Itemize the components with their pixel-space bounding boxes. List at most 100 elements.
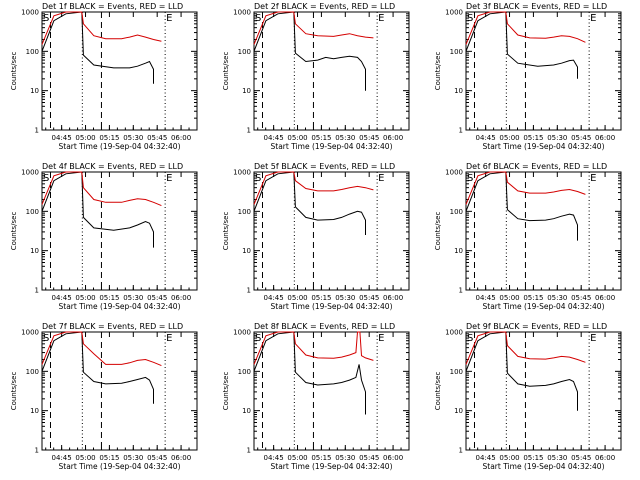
lld-series-line (253, 171, 374, 205)
y-tick-label: 10 (242, 87, 251, 95)
plot-frame (41, 331, 198, 451)
end-marker: E (378, 173, 384, 184)
start-marker: S (255, 333, 261, 344)
start-marker: S (43, 333, 49, 344)
y-tick-label: 1000 (21, 9, 39, 17)
chart-panel: Det 4f BLACK = Events, RED = LLD 1 10 100 10… (10, 162, 198, 311)
x-tick-label: 06:00 (595, 134, 615, 142)
x-tick-label: 04:45 (476, 294, 496, 302)
plot-frame (253, 11, 410, 131)
x-tick-label: 06:00 (383, 294, 403, 302)
events-series-line (41, 331, 154, 404)
x-tick-label: 05:00 (287, 134, 307, 142)
y-tick-label: 1000 (233, 169, 251, 177)
events-series-line (41, 171, 154, 248)
start-marker: S (43, 13, 49, 24)
y-axis-label: Counts/sec (10, 212, 18, 251)
end-marker: E (590, 13, 596, 24)
end-marker: E (378, 333, 384, 344)
y-tick-label: 1 (459, 127, 463, 135)
y-tick-label: 1 (247, 447, 251, 455)
chart-title: Det 7f BLACK = Events, RED = LLD (42, 322, 183, 331)
y-tick-label: 100 (450, 48, 463, 56)
x-tick-label: 05:00 (499, 454, 519, 462)
y-tick-label: 10 (242, 407, 251, 415)
plot-frame (253, 331, 410, 451)
events-series-line (465, 171, 578, 241)
x-tick-label: 05:30 (123, 134, 143, 142)
lld-series-line (41, 331, 162, 367)
start-marker: S (255, 13, 261, 24)
x-tick-label: 04:45 (52, 294, 72, 302)
x-tick-label: 05:00 (75, 454, 95, 462)
x-axis-label: Start Time (19-Sep-04 04:32:40) (271, 142, 393, 151)
end-marker: E (590, 173, 596, 184)
chart-panel: Det 9f BLACK = Events, RED = LLD 1 10 100 10… (434, 322, 622, 471)
plot-frame (465, 331, 622, 451)
x-tick-label: 05:45 (359, 454, 379, 462)
x-tick-label: 05:15 (523, 294, 543, 302)
x-tick-label: 05:30 (335, 134, 355, 142)
start-marker: S (467, 173, 473, 184)
x-tick-label: 05:15 (523, 454, 543, 462)
x-tick-label: 05:15 (99, 454, 119, 462)
y-tick-label: 100 (238, 368, 251, 376)
y-tick-label: 1000 (233, 329, 251, 337)
x-tick-label: 06:00 (171, 134, 191, 142)
start-marker: S (467, 333, 473, 344)
y-tick-label: 100 (238, 208, 251, 216)
y-tick-label: 10 (30, 87, 39, 95)
y-tick-label: 10 (454, 407, 463, 415)
x-tick-label: 05:45 (147, 294, 167, 302)
x-tick-label: 06:00 (383, 134, 403, 142)
y-tick-label: 10 (242, 247, 251, 255)
chart-panel: Det 3f BLACK = Events, RED = LLD 1 10 100 10… (434, 2, 622, 151)
x-axis-label: Start Time (19-Sep-04 04:32:40) (483, 142, 605, 151)
plot-frame (41, 11, 198, 131)
y-tick-label: 100 (238, 48, 251, 56)
chart-panel: Det 8f BLACK = Events, RED = LLD 1 10 100 10… (222, 322, 410, 471)
chart-title: Det 2f BLACK = Events, RED = LLD (254, 2, 395, 11)
x-tick-label: 05:30 (123, 454, 143, 462)
end-marker: E (166, 173, 172, 184)
x-tick-label: 05:30 (335, 454, 355, 462)
chart-panel: Det 7f BLACK = Events, RED = LLD 1 10 100 10… (10, 322, 198, 471)
events-series-line (465, 11, 578, 79)
y-tick-label: 1 (247, 287, 251, 295)
start-marker: S (255, 173, 261, 184)
chart-panel: Det 2f BLACK = Events, RED = LLD 1 10 100 10… (222, 2, 410, 151)
chart-title: Det 8f BLACK = Events, RED = LLD (254, 322, 395, 331)
x-tick-label: 06:00 (595, 294, 615, 302)
x-tick-label: 04:45 (264, 454, 284, 462)
x-tick-label: 05:45 (147, 454, 167, 462)
x-tick-label: 05:30 (547, 454, 567, 462)
x-axis-label: Start Time (19-Sep-04 04:32:40) (271, 302, 393, 311)
x-tick-label: 04:45 (264, 134, 284, 142)
lld-series-line (465, 331, 586, 365)
x-tick-label: 05:00 (287, 294, 307, 302)
y-tick-label: 1 (35, 287, 39, 295)
x-axis-label: Start Time (19-Sep-04 04:32:40) (271, 462, 393, 471)
x-tick-label: 04:45 (476, 454, 496, 462)
start-marker: S (43, 173, 49, 184)
y-tick-label: 10 (454, 247, 463, 255)
end-marker: E (590, 333, 596, 344)
end-marker: E (166, 13, 172, 24)
y-tick-label: 100 (26, 368, 39, 376)
y-axis-label: Counts/sec (222, 372, 230, 411)
y-tick-label: 1 (459, 287, 463, 295)
chart-panel: Det 6f BLACK = Events, RED = LLD 1 10 100 10… (434, 162, 622, 311)
events-series-line (253, 11, 366, 91)
y-tick-label: 100 (26, 208, 39, 216)
chart-panel: Det 5f BLACK = Events, RED = LLD 1 10 100 10… (222, 162, 410, 311)
lld-series-line (41, 11, 162, 45)
x-axis-label: Start Time (19-Sep-04 04:32:40) (59, 302, 181, 311)
x-tick-label: 05:15 (99, 134, 119, 142)
x-tick-label: 05:45 (359, 134, 379, 142)
x-tick-label: 06:00 (171, 294, 191, 302)
x-tick-label: 05:00 (499, 134, 519, 142)
x-tick-label: 04:45 (52, 454, 72, 462)
events-series-line (253, 171, 366, 235)
y-tick-label: 10 (30, 247, 39, 255)
chart-title: Det 6f BLACK = Events, RED = LLD (466, 162, 607, 171)
